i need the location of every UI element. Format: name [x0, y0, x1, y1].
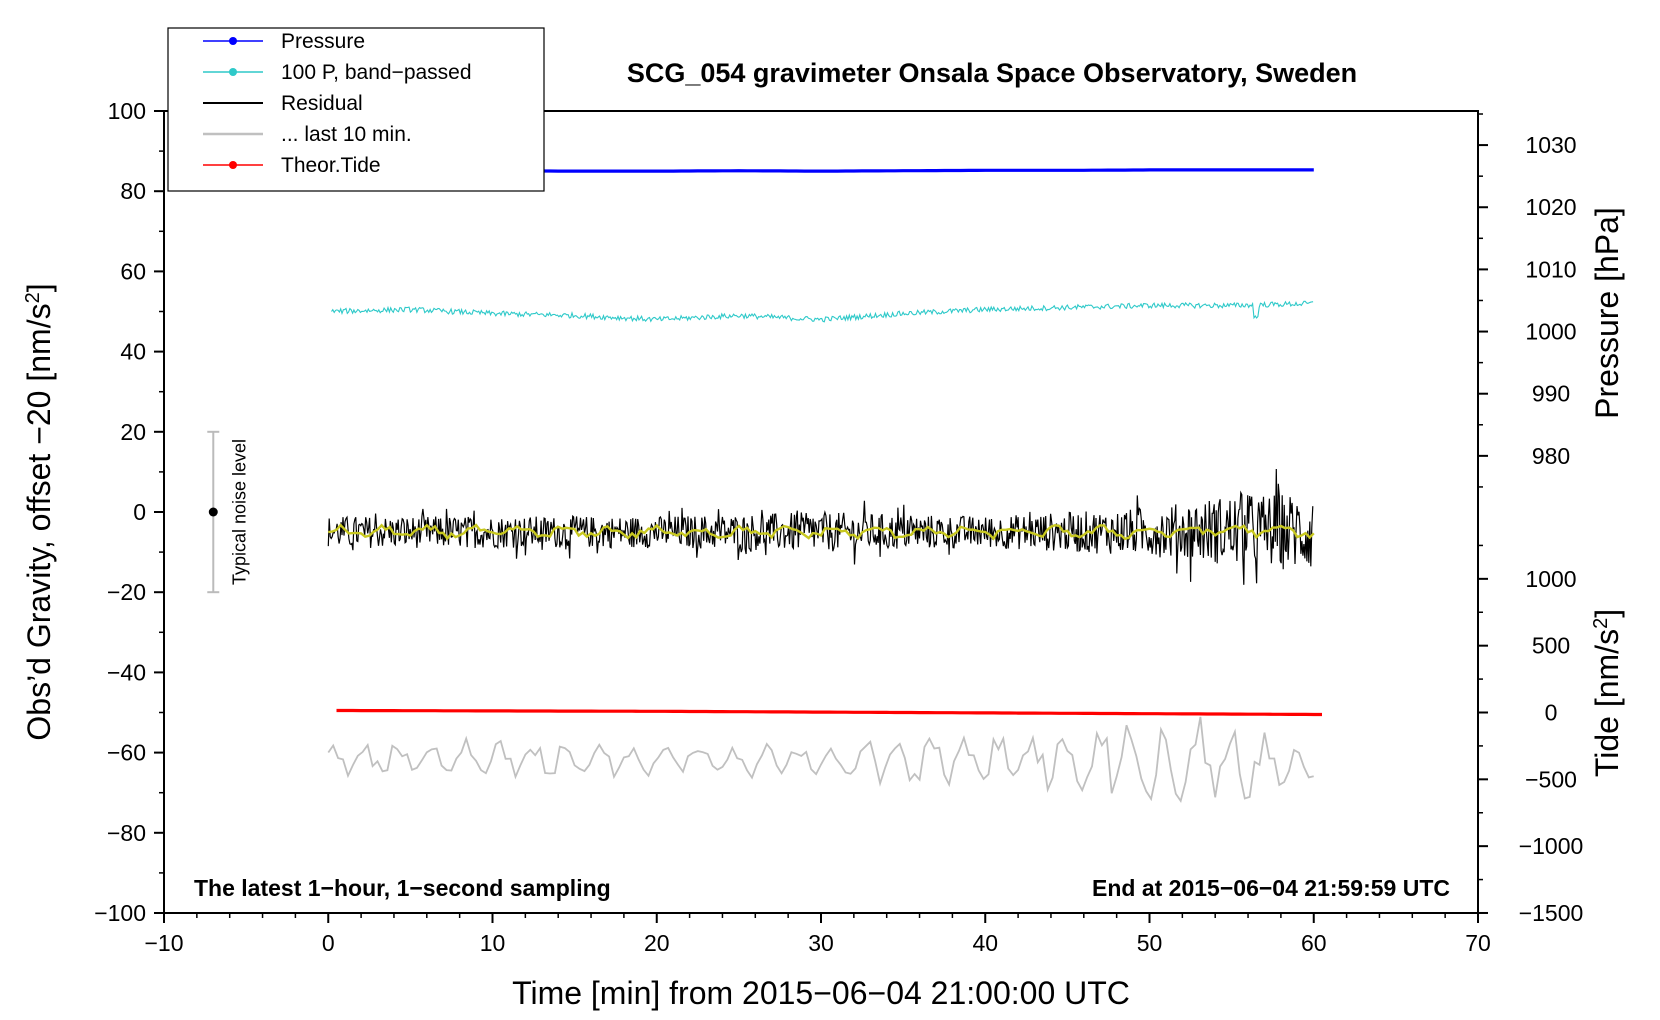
- series-residual: [327, 468, 1314, 585]
- x-tick-label: 10: [480, 930, 506, 956]
- noise-level-indicator: Typical noise level: [207, 430, 249, 594]
- noise-bar-center-dot: [208, 507, 218, 517]
- legend-item: Theor.Tide: [203, 154, 381, 177]
- pressure-tick-label: 980: [1532, 443, 1570, 469]
- tide-tick-label: 500: [1532, 633, 1570, 659]
- legend-item: 100 P, band−passed: [203, 61, 472, 84]
- legend-item: Pressure: [203, 30, 365, 53]
- legend-label: Theor.Tide: [281, 154, 381, 177]
- axes-layer: −10 0 10 20 30 40 50 60 70100806040200−20−40−60−…: [94, 98, 1583, 956]
- x-tick-label: 70: [1465, 930, 1491, 956]
- y-tick-label: −60: [107, 740, 146, 766]
- annotation-sampling: The latest 1−hour, 1−second sampling: [194, 875, 611, 901]
- legend-label: Pressure: [281, 30, 365, 53]
- x-tick-label: 30: [808, 930, 834, 956]
- noise-level-label: Typical noise level: [229, 439, 249, 585]
- pressure-tick-label: 990: [1532, 381, 1570, 407]
- y-tick-label: −100: [94, 900, 146, 926]
- legend-item: ... last 10 min.: [203, 123, 412, 146]
- x-tick-label: 50: [1137, 930, 1163, 956]
- annotation-end-time: End at 2015−06−04 21:59:59 UTC: [1092, 875, 1450, 901]
- y-axis-label-tide: Tide [nm/s2]: [1589, 609, 1625, 777]
- series-last-10-min: [327, 716, 1314, 804]
- pressure-tick-label: 1010: [1525, 256, 1576, 282]
- pressure-tick-label: 1030: [1525, 132, 1576, 158]
- legend-swatch-dot: [229, 161, 237, 169]
- y-tick-label: 20: [120, 419, 146, 445]
- pressure-tick-label: 1020: [1525, 194, 1576, 220]
- y-tick-label: −80: [107, 820, 146, 846]
- plot-frame: [163, 110, 1479, 914]
- y-tick-label: 100: [108, 98, 146, 124]
- tide-tick-label: −1000: [1519, 833, 1584, 859]
- legend-label: Residual: [281, 92, 363, 115]
- x-tick-label: −10: [144, 930, 183, 956]
- pressure-tick-label: 1000: [1525, 319, 1576, 345]
- chart-title: SCG_054 gravimeter Onsala Space Observat…: [627, 58, 1357, 88]
- y-tick-label: 60: [120, 258, 146, 284]
- tide-tick-label: −1500: [1519, 900, 1584, 926]
- y-tick-label: 0: [133, 499, 146, 525]
- x-tick-label: 0: [322, 930, 335, 956]
- x-tick-label: 60: [1301, 930, 1327, 956]
- legend-swatch-dot: [229, 37, 237, 45]
- tide-tick-label: 1000: [1525, 566, 1576, 592]
- y-axis-label-pressure: Pressure [hPa]: [1589, 207, 1625, 419]
- tide-tick-label: 0: [1545, 700, 1558, 726]
- y-tick-label: −20: [107, 579, 146, 605]
- legend-swatch-dot: [229, 68, 237, 76]
- series-theor-tide: [336, 708, 1322, 717]
- y-axis-label-gravity: Obs’d Gravity, offset −20 [nm/s2]: [21, 283, 57, 740]
- series-residual-smoothed: [328, 523, 1315, 541]
- legend-item: Residual: [203, 92, 363, 115]
- ylabel-sup: 2: [22, 292, 44, 303]
- legend-label: ... last 10 min.: [281, 123, 412, 146]
- y-tick-label: −40: [107, 659, 146, 685]
- x-axis-label: Time [min] from 2015−06−04 21:00:00 UTC: [512, 975, 1130, 1011]
- x-tick-label: 40: [972, 930, 998, 956]
- tide-tick-label: −500: [1525, 766, 1577, 792]
- series-layer: [327, 168, 1322, 804]
- series-band-passed: [331, 300, 1314, 323]
- y-tick-label: 40: [120, 339, 146, 365]
- tide-label-sup: 2: [1590, 618, 1612, 629]
- x-tick-label: 20: [644, 930, 670, 956]
- legend-label: 100 P, band−passed: [281, 61, 472, 84]
- y-tick-label: 80: [120, 178, 146, 204]
- legend: Pressure 100 P, band−passed Residual ... la…: [167, 27, 545, 192]
